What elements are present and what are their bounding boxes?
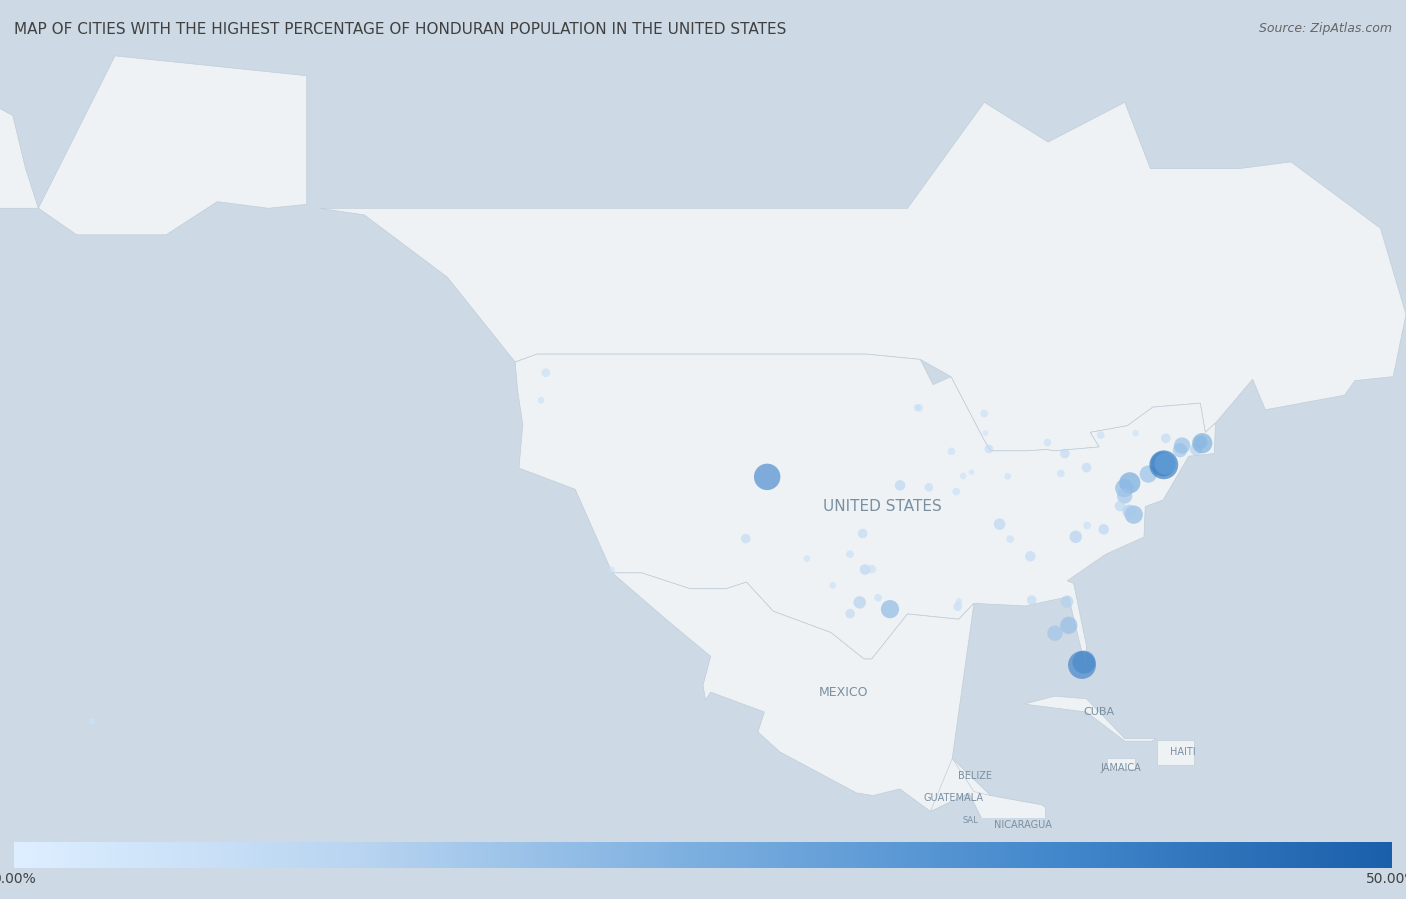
Point bbox=[853, 563, 876, 577]
Point bbox=[948, 594, 970, 609]
Point bbox=[1019, 549, 1042, 564]
Point bbox=[918, 480, 941, 494]
Point bbox=[1154, 457, 1177, 471]
Point bbox=[1114, 489, 1136, 503]
Point bbox=[879, 602, 901, 617]
Point bbox=[734, 531, 756, 546]
Point bbox=[941, 444, 963, 458]
Point bbox=[1109, 499, 1132, 513]
Point bbox=[1119, 476, 1142, 490]
Point bbox=[1021, 593, 1043, 608]
Point bbox=[1154, 432, 1177, 446]
Point bbox=[1168, 443, 1191, 458]
Text: Source: ZipAtlas.com: Source: ZipAtlas.com bbox=[1258, 22, 1392, 35]
Point bbox=[868, 591, 890, 605]
Point bbox=[1073, 654, 1095, 669]
Text: MAP OF CITIES WITH THE HIGHEST PERCENTAGE OF HONDURAN POPULATION IN THE UNITED S: MAP OF CITIES WITH THE HIGHEST PERCENTAG… bbox=[14, 22, 786, 38]
Point bbox=[1043, 626, 1066, 640]
Point bbox=[998, 532, 1021, 547]
Point bbox=[908, 401, 931, 415]
Text: JAMAICA: JAMAICA bbox=[1101, 762, 1142, 773]
Point bbox=[1118, 504, 1140, 519]
Point bbox=[860, 562, 883, 576]
Point bbox=[973, 406, 995, 421]
Point bbox=[946, 600, 969, 614]
Point bbox=[1050, 467, 1073, 481]
Point bbox=[1064, 530, 1087, 544]
Polygon shape bbox=[515, 354, 1216, 671]
Point bbox=[1076, 460, 1098, 475]
Point bbox=[821, 578, 844, 592]
Point bbox=[756, 469, 779, 484]
Text: GUATEMALA: GUATEMALA bbox=[924, 793, 984, 803]
Point bbox=[1171, 439, 1194, 453]
Point bbox=[1076, 519, 1098, 533]
Point bbox=[1090, 428, 1112, 442]
Point bbox=[1122, 507, 1144, 521]
Point bbox=[839, 547, 862, 561]
Text: NICARAGUA: NICARAGUA bbox=[994, 820, 1052, 830]
Polygon shape bbox=[931, 759, 1046, 871]
Point bbox=[1071, 658, 1094, 672]
Point bbox=[534, 366, 557, 380]
Point bbox=[530, 393, 553, 407]
Polygon shape bbox=[1107, 759, 1135, 769]
Point bbox=[1153, 458, 1175, 472]
Point bbox=[1057, 619, 1080, 633]
Point bbox=[1185, 442, 1208, 457]
Point bbox=[1191, 436, 1213, 450]
Point bbox=[977, 441, 1000, 456]
Point bbox=[80, 714, 103, 728]
Text: SAL: SAL bbox=[962, 816, 979, 825]
Point bbox=[796, 551, 818, 565]
Polygon shape bbox=[319, 102, 1406, 451]
Text: HAITI: HAITI bbox=[1170, 747, 1195, 757]
Point bbox=[1114, 481, 1136, 495]
Text: CUBA: CUBA bbox=[1084, 707, 1115, 717]
Point bbox=[889, 478, 911, 493]
Point bbox=[974, 426, 997, 441]
Point bbox=[600, 563, 623, 577]
Point bbox=[1137, 467, 1160, 481]
Point bbox=[1036, 435, 1059, 450]
Point bbox=[1152, 457, 1174, 471]
Text: UNITED STATES: UNITED STATES bbox=[823, 499, 942, 514]
Polygon shape bbox=[1024, 696, 1157, 741]
Point bbox=[1189, 435, 1212, 450]
Point bbox=[848, 595, 870, 610]
Point bbox=[988, 517, 1011, 531]
Point bbox=[905, 400, 928, 414]
Text: BELIZE: BELIZE bbox=[959, 770, 993, 780]
Point bbox=[997, 469, 1019, 484]
Point bbox=[1092, 522, 1115, 537]
Point bbox=[1056, 594, 1078, 609]
Point bbox=[1053, 446, 1076, 460]
Polygon shape bbox=[0, 56, 307, 235]
Point bbox=[952, 469, 974, 484]
Point bbox=[1125, 426, 1147, 441]
Text: MEXICO: MEXICO bbox=[818, 686, 869, 699]
Point bbox=[852, 526, 875, 540]
Point bbox=[960, 465, 983, 479]
Point bbox=[839, 607, 862, 621]
Polygon shape bbox=[1157, 740, 1194, 765]
Polygon shape bbox=[612, 573, 1046, 871]
Point bbox=[945, 485, 967, 499]
